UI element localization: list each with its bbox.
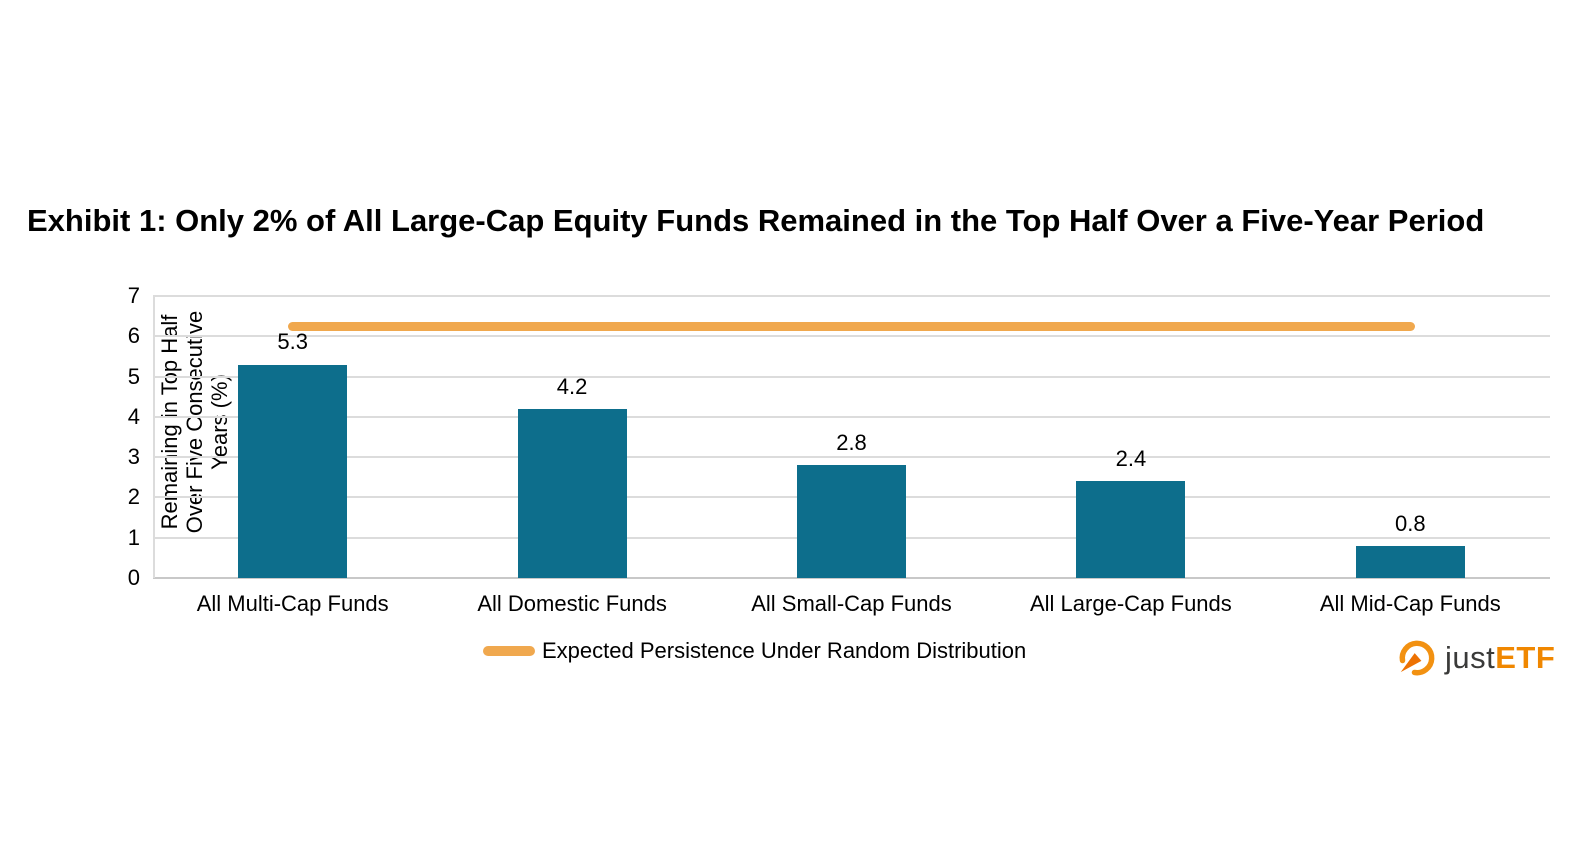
legend-label: Expected Persistence Under Random Distri… [542, 638, 1027, 663]
category-label-0: All Multi-Cap Funds [196, 591, 389, 616]
chart-title: Exhibit 1: Only 2% of All Large-Cap Equi… [27, 203, 1485, 238]
gridline-y0 [153, 577, 1550, 579]
category-label-3: All Large-Cap Funds [1030, 591, 1232, 616]
bar-0 [238, 364, 348, 578]
justetf-logo: justETF [1396, 637, 1555, 679]
gridline-y4 [153, 415, 1550, 418]
gridline-y6 [153, 335, 1550, 338]
bar-3 [1076, 481, 1186, 578]
y-axis-line [153, 296, 155, 578]
bar-1 [517, 408, 627, 578]
y-tick-label-2: 2 [127, 484, 140, 510]
bar-value-label-2: 2.8 [836, 430, 867, 456]
gauge-icon [1399, 640, 1435, 676]
y-tick-label-7: 7 [127, 283, 140, 308]
bar-2 [797, 465, 906, 578]
reference-line [287, 321, 1416, 331]
category-label-4: All Mid-Cap Funds [1319, 591, 1501, 616]
category-label-1: All Domestic Funds [477, 591, 667, 616]
logo-text-just: just [1445, 640, 1496, 675]
bar-value-label-0: 5.3 [277, 329, 308, 355]
gridline-y3 [153, 456, 1550, 459]
y-tick-label-1: 1 [127, 524, 140, 550]
gridline-y7 [153, 295, 1550, 297]
y-tick-label-6: 6 [127, 323, 140, 349]
bar-4 [1355, 545, 1465, 578]
y-tick-label-5: 5 [127, 363, 140, 389]
logo-text: justETF [1445, 640, 1555, 676]
y-tick-label-0: 0 [127, 565, 140, 590]
legend-line-swatch [483, 646, 535, 656]
bar-value-label-1: 4.2 [556, 373, 588, 399]
logo-text-etf: ETF [1495, 640, 1556, 675]
plot-area: 5.3 4.2 2.8 2.4 0.8 [153, 295, 1550, 579]
y-tick-label-4: 4 [127, 403, 140, 429]
y-tick-label-3: 3 [127, 444, 140, 470]
bar-value-label-4: 0.8 [1395, 510, 1426, 536]
legend: Expected Persistence Under Random Distri… [483, 638, 1026, 664]
gridline-y5 [153, 375, 1550, 378]
bar-value-label-3: 2.4 [1115, 446, 1147, 472]
category-label-2: All Small-Cap Funds [751, 591, 952, 616]
